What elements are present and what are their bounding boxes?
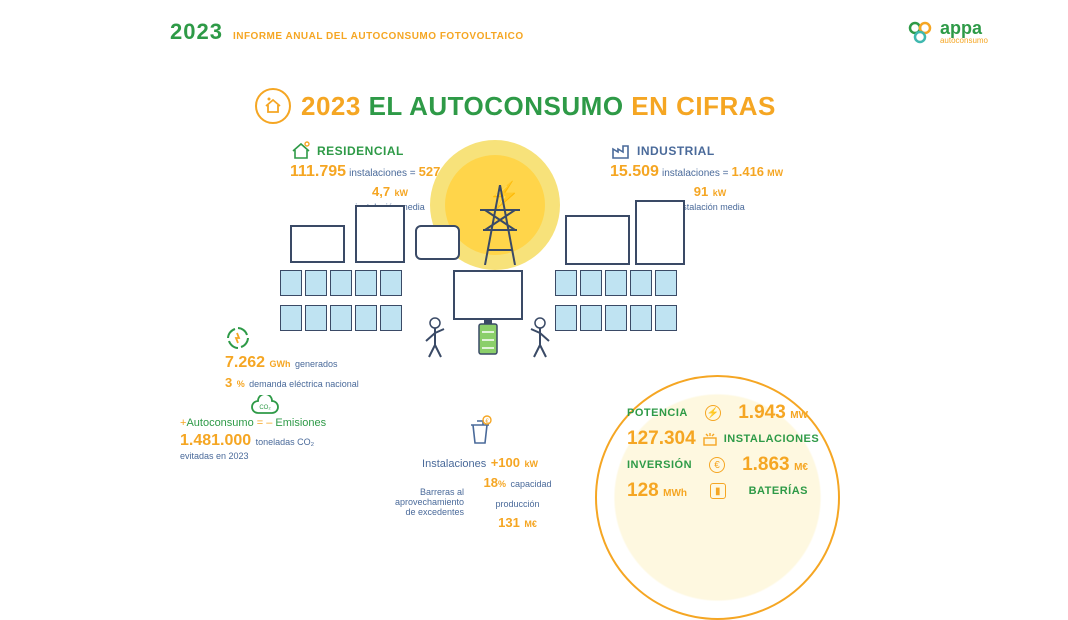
pylon-icon xyxy=(475,185,525,265)
summary-power: POTENCIA ⚡ 1.943 MW xyxy=(627,402,808,424)
summary-invest: INVERSIÓN € 1.863 M€ xyxy=(627,454,808,476)
bin-euro-icon: € xyxy=(467,415,493,451)
logo-text: appa autoconsumo xyxy=(940,19,988,45)
building-shape xyxy=(565,215,630,265)
car-shape xyxy=(415,225,460,260)
main-title: 2023 EL AUTOCONSUMO EN CIFRAS xyxy=(255,88,776,124)
factory-icon xyxy=(610,140,632,162)
building-shape xyxy=(635,200,685,265)
house-shape xyxy=(355,205,405,263)
title-house-icon xyxy=(255,88,291,124)
emissions-stats: CO₂ +Autoconsumo = – Emisiones 1.481.000… xyxy=(180,395,380,462)
page-header: 2023 INFORME ANUAL DEL AUTOCONSUMO FOTOV… xyxy=(170,18,988,46)
header-title-group: 2023 INFORME ANUAL DEL AUTOCONSUMO FOTOV… xyxy=(170,19,524,45)
summary-batt: 128 MWh ▮ BATERÍAS xyxy=(627,480,808,502)
worker-icon xyxy=(525,315,555,360)
header-year: 2023 xyxy=(170,19,223,45)
logo-icon xyxy=(906,18,934,46)
container-shape xyxy=(453,270,523,320)
title-text: 2023 EL AUTOCONSUMO EN CIFRAS xyxy=(301,91,776,122)
euro-circle-icon: € xyxy=(709,457,725,473)
battery-circle-icon: ▮ xyxy=(710,483,726,499)
worker-icon xyxy=(420,315,450,360)
energy-stats: 7.262 GWh generados 3 % demanda eléctric… xyxy=(225,325,395,393)
header-title: INFORME ANUAL DEL AUTOCONSUMO FOTOVOLTAI… xyxy=(233,31,524,42)
recycle-icon xyxy=(225,325,251,351)
brand-logo: appa autoconsumo xyxy=(906,18,988,46)
battery-icon xyxy=(477,320,499,356)
summary-ring: POTENCIA ⚡ 1.943 MW 127.304 INSTALACIONE… xyxy=(595,375,840,620)
co2-cloud-icon: CO₂ xyxy=(250,395,280,417)
panel-row xyxy=(280,270,402,296)
svg-text:CO₂: CO₂ xyxy=(259,405,271,411)
panel-row xyxy=(555,270,677,296)
bolt-circle-icon: ⚡ xyxy=(705,405,721,421)
install100-stats: € Instalaciones +100 kW Barreras al apro… xyxy=(395,415,565,533)
house-icon xyxy=(290,140,312,162)
house-shape xyxy=(290,225,345,263)
panel-row xyxy=(555,305,677,331)
summary-installs: 127.304 INSTALACIONES xyxy=(627,428,808,450)
panel-icon xyxy=(702,431,718,447)
